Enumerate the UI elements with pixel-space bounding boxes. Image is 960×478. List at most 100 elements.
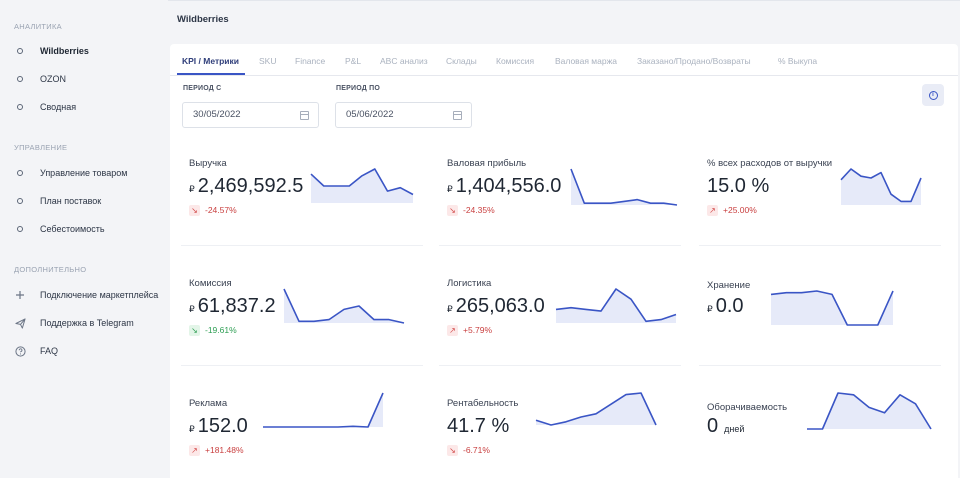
kpi-divider (699, 245, 941, 246)
kpi-divider (181, 365, 423, 366)
main-panel: KPI / Метрики SKU Finance P&L ABC анализ… (170, 44, 958, 478)
sparkline-area (807, 393, 931, 429)
sidebar-item-faq[interactable]: FAQ (0, 341, 168, 361)
sidebar-item-supply-plan[interactable]: План поставок (0, 191, 168, 211)
sidebar-item-cost-price[interactable]: Себестоимость (0, 219, 168, 239)
kpi-card: Валовая прибыль ₽1,404,556.0 ↘ -24.35% (439, 141, 681, 246)
tab-sku[interactable]: SKU (259, 56, 277, 66)
info-icon: i (928, 90, 938, 100)
arrow-down-right-icon: ↘ (189, 204, 200, 216)
period-to-field[interactable] (335, 102, 472, 128)
kpi-card: Логистика ₽265,063.0 ↗ +5.79% (439, 261, 681, 366)
circle-icon (14, 223, 26, 235)
sparkline-line (310, 168, 414, 196)
period-to-label: ПЕРИОД ПО (336, 85, 380, 92)
section-title-management: УПРАВЛЕНИЕ (14, 143, 68, 152)
sparkline-area (536, 393, 656, 425)
arrow-up-right-icon: ↗ (189, 444, 200, 456)
kpi-title: Рентабельность (447, 398, 519, 409)
tab-kpi-metrics[interactable]: KPI / Метрики (182, 56, 240, 66)
top-bar: Wildberries (168, 0, 960, 38)
kpi-title: Логистика (447, 278, 492, 289)
circle-icon (14, 167, 26, 179)
sidebar-item-wildberries[interactable]: Wildberries (0, 41, 168, 61)
sidebar-item-label: OZON (40, 74, 66, 84)
kpi-value: 0 дней (707, 415, 744, 438)
period-to-input[interactable] (346, 109, 446, 120)
kpi-title: Валовая прибыль (447, 158, 527, 169)
sidebar-item-telegram-support[interactable]: Поддержка в Telegram (0, 313, 168, 333)
currency-symbol: ₽ (189, 424, 195, 434)
kpi-sparkline (263, 392, 384, 428)
kpi-sparkline (555, 288, 677, 323)
kpi-card: Хранение ₽0.0 (699, 261, 941, 366)
kpi-value: ₽265,063.0 (447, 295, 545, 318)
kpi-number: 1,404,556.0 (455, 175, 562, 197)
kpi-divider (439, 245, 681, 246)
arrow-up-right-icon: ↗ (447, 324, 458, 336)
arrow-down-right-icon: ↘ (189, 324, 200, 336)
kpi-sparkline (770, 290, 894, 326)
kpi-card: Рентабельность 41.7 % ↘ -6.71% (439, 381, 681, 478)
kpi-sparkline (570, 168, 678, 206)
kpi-card: Комиссия ₽61,837.2 ↘ -19.61% (181, 261, 423, 366)
kpi-sparkline (840, 168, 922, 205)
kpi-value: ₽2,469,592.5 (189, 175, 303, 198)
sparkline-line (535, 392, 657, 426)
kpi-delta-value: +181.48% (205, 445, 244, 455)
kpi-number: 15.0 % (707, 175, 770, 197)
kpi-number: 265,063.0 (455, 295, 545, 317)
kpi-number: 41.7 % (447, 415, 510, 437)
sidebar-item-summary[interactable]: Сводная (0, 97, 168, 117)
kpi-delta-value: +25.00% (723, 205, 757, 215)
kpi-delta: ↗ +5.79% (447, 324, 492, 336)
kpi-title: Оборачиваемость (707, 402, 788, 413)
kpi-card: Выручка ₽2,469,592.5 ↘ -24.57% (181, 141, 423, 246)
tab-warehouses[interactable]: Склады (446, 56, 477, 66)
sparkline-line (283, 288, 405, 324)
sparkline-line (570, 168, 678, 206)
calendar-icon[interactable] (453, 111, 462, 120)
period-from-input[interactable] (193, 109, 293, 120)
calendar-icon[interactable] (300, 111, 309, 120)
kpi-delta-value: -24.35% (463, 205, 495, 215)
kpi-title: Хранение (707, 280, 751, 291)
currency-symbol: ₽ (189, 304, 195, 314)
tab-gross-margin[interactable]: Валовая маржа (555, 56, 618, 66)
tab-buyout-percent[interactable]: % Выкупа (778, 56, 818, 66)
currency-symbol: ₽ (447, 184, 453, 194)
tab-ordered-sold-returns[interactable]: Заказано/Продано/Возвраты (637, 56, 751, 66)
info-button[interactable]: i (922, 84, 944, 106)
sidebar-item-ozon[interactable]: OZON (0, 69, 168, 89)
sidebar-item-label: Wildberries (40, 46, 89, 56)
kpi-delta: ↘ -19.61% (189, 324, 237, 336)
sidebar-item-product-management[interactable]: Управление товаром (0, 163, 168, 183)
kpi-delta-value: +5.79% (463, 325, 493, 335)
sidebar-item-label: FAQ (40, 346, 59, 356)
kpi-sparkline (535, 392, 657, 426)
kpi-value: 15.0 % (707, 175, 769, 198)
section-title-analytics: АНАЛИТИКА (14, 22, 62, 31)
sparkline-area (841, 169, 921, 205)
kpi-value: ₽0.0 (707, 295, 744, 318)
tab-pnl[interactable]: P&L (345, 56, 362, 66)
kpi-delta: ↘ -24.57% (189, 204, 237, 216)
sidebar-item-label: Подключение маркетплейса (40, 290, 159, 300)
kpi-value: ₽152.0 (189, 415, 248, 438)
circle-icon (14, 195, 26, 207)
sparkline-line (840, 168, 922, 203)
kpi-card: Оборачиваемость 0 дней (699, 381, 941, 478)
tab-commission[interactable]: Комиссия (496, 56, 535, 66)
kpi-delta-value: -19.61% (205, 325, 237, 335)
help-circle-icon (14, 345, 26, 357)
kpi-number: 61,837.2 (197, 295, 276, 317)
tab-bar: KPI / Метрики SKU Finance P&L ABC анализ… (170, 44, 958, 76)
sparkline-area (263, 393, 383, 427)
tab-finance[interactable]: Finance (295, 56, 326, 66)
currency-symbol: ₽ (447, 304, 453, 314)
sidebar-item-label: Сводная (40, 102, 77, 112)
sidebar-item-connect-marketplace[interactable]: Подключение маркетплейса (0, 285, 168, 305)
period-from-field[interactable] (182, 102, 319, 128)
send-icon (14, 317, 26, 329)
tab-abc-analysis[interactable]: ABC анализ (380, 56, 428, 66)
